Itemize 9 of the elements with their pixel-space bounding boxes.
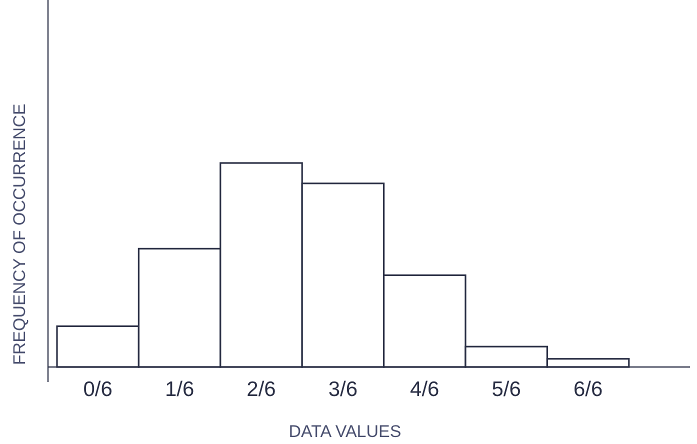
x-tick-label: 2/6 (246, 378, 276, 401)
x-tick-label: 4/6 (410, 378, 440, 401)
x-tick-label: 5/6 (492, 378, 521, 401)
x-axis-title: DATA VALUES (288, 422, 402, 441)
x-tick-label: 3/6 (328, 378, 358, 401)
x-tick-label: 6/6 (573, 378, 603, 401)
x-tick-label: 0/6 (83, 378, 112, 401)
x-tick-label: 1/6 (164, 378, 194, 401)
y-axis-title: FREQUENCY OF OCCURRENCE (10, 104, 29, 365)
